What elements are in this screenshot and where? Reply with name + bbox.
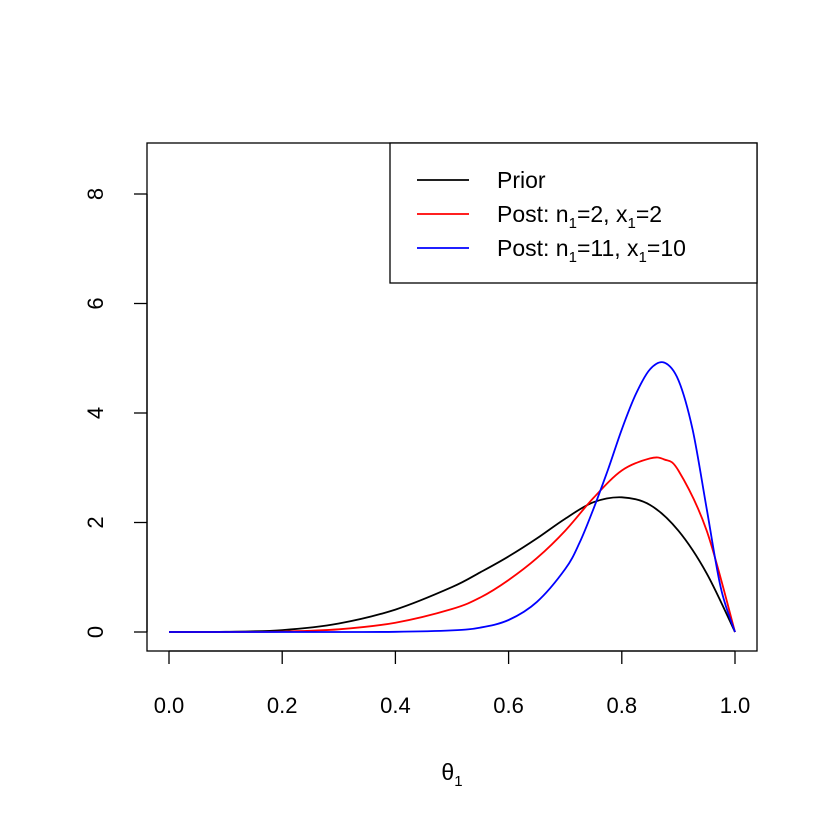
series-line-2 [168,456,736,633]
legend-box [389,142,758,284]
legend-label-1: Prior [497,167,546,193]
y-tick-label: 4 [83,407,108,419]
y-tick-label: 2 [83,516,108,528]
x-axis: 0.0 0.2 0.4 0.6 0.8 1.0 [154,650,751,718]
series-line-1 [168,496,736,633]
y-axis: 0 2 4 6 8 [83,188,148,638]
y-tick-label: 8 [83,188,108,200]
series-line-3 [168,361,736,633]
legend-label-3: Post: n1=11, x1=10 [497,235,686,266]
x-tick-label: 0.4 [380,693,411,718]
x-axis-title: θ1 [441,759,462,790]
x-tick-label: 0.6 [493,693,524,718]
y-tick-label: 6 [83,297,108,309]
y-tick-label: 0 [83,626,108,638]
x-tick-label: 0.2 [267,693,298,718]
legend-label-2: Post: n1=2, x1=2 [497,201,662,232]
x-axis-title-main: θ [441,759,454,785]
x-tick-label: 0.8 [607,693,638,718]
series-lines [168,361,736,633]
x-tick-label: 0.0 [154,693,185,718]
x-axis-title-subscript: 1 [454,773,462,790]
x-tick-label: 1.0 [720,693,751,718]
